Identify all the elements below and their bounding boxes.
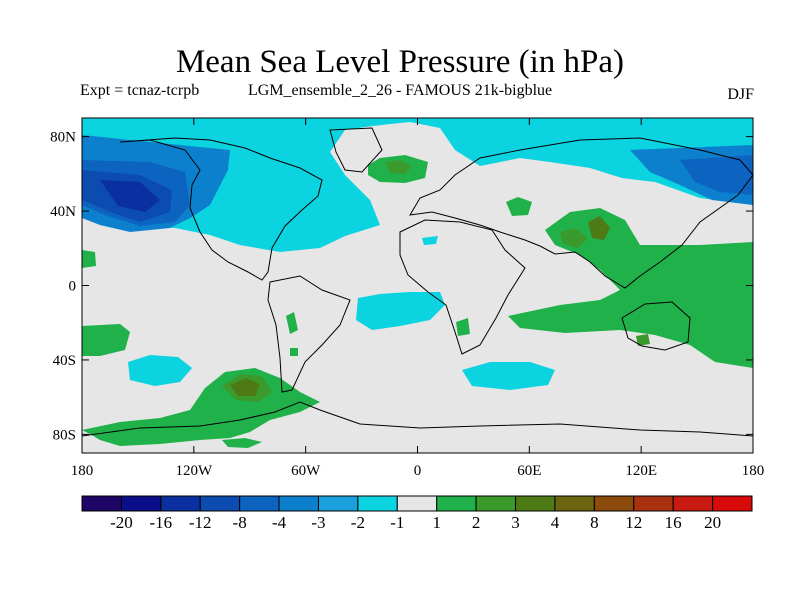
colorbar-label: -1 (390, 513, 404, 532)
anomaly-region-south-america (286, 312, 298, 334)
colorbar-label: 12 (625, 513, 642, 532)
colorbar-swatch (475, 495, 517, 512)
y-tick-label: 80S (53, 427, 76, 443)
anomaly-region-greenland-core (385, 160, 412, 174)
coastline-south-america (267, 275, 351, 393)
anomaly-field (82, 118, 753, 453)
x-tick-label: 120W (175, 463, 213, 479)
colorbar-swatch (199, 495, 241, 512)
anomaly-region-antarctic-coast (222, 438, 262, 448)
anomaly-region-east-asia-core (680, 155, 753, 195)
x-tick-label: 120E (625, 463, 657, 479)
anomaly-region-himalaya (588, 216, 610, 240)
colorbar-swatch (554, 495, 595, 512)
coastlines (82, 127, 753, 437)
coastline-greenland (329, 127, 383, 173)
colorbar-swatch (515, 495, 556, 512)
colorbar-label: -2 (351, 513, 365, 532)
coastline-australia (621, 301, 691, 351)
colorbar: -20 -16 -12 -8 -4 -3 -2 -1 1 2 3 4 8 12 16 20 (81, 495, 753, 532)
anomaly-region-sw-pacific (82, 324, 130, 356)
experiment-label: Expt = tcnaz-tcrpb (80, 82, 200, 99)
chart-title: Mean Sea Level Pressure (in hPa) (175, 44, 625, 80)
colorbar-label: 1 (432, 513, 441, 532)
colorbar-label: -16 (149, 513, 172, 532)
coastline-north-america (119, 137, 323, 281)
x-tick-label: 0 (414, 463, 422, 479)
colorbar-label: 8 (590, 513, 599, 532)
anomaly-region-north-atlantic-pacific (82, 118, 753, 252)
anomaly-region-tibet (560, 228, 588, 248)
colorbar-label: 20 (704, 513, 721, 532)
x-tick-label: 60W (291, 463, 321, 479)
colorbar-swatch (672, 495, 714, 512)
colorbar-label: 2 (472, 513, 481, 532)
coastline-eurasia (409, 137, 753, 289)
colorbar-swatch (120, 495, 162, 512)
anomaly-region-south-pacific (128, 355, 192, 386)
colorbar-swatch (357, 495, 398, 512)
anomaly-region-asia-indo-pacific (508, 208, 753, 368)
coastline-africa (399, 219, 526, 355)
anomaly-region-southern-ocean-peak (230, 378, 260, 396)
anomaly-region-southern-africa (456, 318, 470, 336)
y-tick-label: 0 (69, 279, 77, 295)
colorbar-swatch (633, 495, 674, 512)
colorbar-swatch (593, 495, 635, 512)
colorbar-swatch (317, 495, 359, 512)
colorbar-swatch (239, 495, 280, 512)
y-tick-label: 80N (50, 130, 76, 146)
colorbar-swatch (278, 495, 319, 512)
colorbar-label: -8 (233, 513, 247, 532)
anomaly-region-tropical-atlantic (356, 292, 445, 330)
anomaly-region-south-indian (462, 362, 555, 390)
anomaly-region-pacific-center (100, 180, 160, 212)
y-tick-label: 40S (53, 353, 76, 369)
anomaly-region-black-sea (506, 197, 532, 216)
colorbar-swatch (436, 495, 477, 512)
colorbar-swatch (160, 495, 201, 512)
colorbar-swatch (712, 495, 753, 512)
chart-subtitle: LGM_ensemble_2_26 - FAMOUS 21k-bigblue (248, 82, 553, 99)
anomaly-region-atlantic-small (422, 236, 438, 245)
x-tick-label: 180 (742, 463, 765, 479)
colorbar-label: 3 (511, 513, 520, 532)
x-tick-label: 60E (517, 463, 541, 479)
anomaly-region-australia-core (636, 334, 650, 346)
colorbar-label: -20 (110, 513, 133, 532)
colorbar-label: -3 (311, 513, 325, 532)
anomaly-region-south-america-small (290, 348, 298, 356)
colorbar-swatch (81, 495, 122, 512)
coastline-antarctica (82, 401, 753, 437)
anomaly-region-east-pacific (82, 250, 96, 268)
colorbar-label: -4 (272, 513, 287, 532)
colorbar-label: -12 (189, 513, 212, 532)
colorbar-label: 4 (551, 513, 560, 532)
y-tick-label: 40N (50, 204, 76, 220)
season-label: DJF (727, 86, 754, 103)
x-tick-label: 180 (71, 463, 94, 479)
colorbar-swatch (396, 495, 438, 512)
colorbar-label: 16 (665, 513, 682, 532)
